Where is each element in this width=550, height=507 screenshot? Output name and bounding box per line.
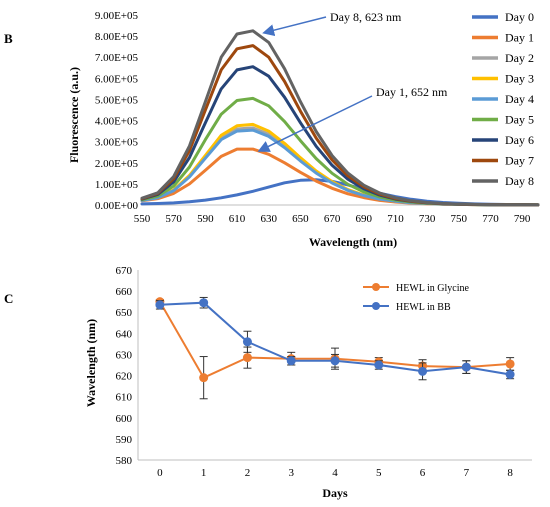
- annotation-arrow: [262, 16, 327, 37]
- panel-b-x-tick-label: 630: [260, 213, 277, 225]
- annotation-label: Day 1, 652 nm: [376, 85, 448, 99]
- legend-marker: [372, 302, 380, 310]
- data-point-hewl-in-glycine: [505, 359, 515, 369]
- panel-b-x-tick-label: 730: [419, 213, 436, 225]
- data-point-hewl-in-bb: [330, 356, 340, 366]
- panel-b-x-tick-label: 670: [324, 213, 341, 225]
- panel-b-x-tick-label: 750: [451, 213, 468, 225]
- panel-b-y-tick-label: 0.00E+00: [95, 200, 139, 212]
- legend-label: HEWL in BB: [396, 302, 451, 313]
- panel-b-x-tick-label: 610: [229, 213, 246, 225]
- data-point-hewl-in-bb: [242, 337, 252, 347]
- panel-c-x-tick-label: 0: [157, 467, 163, 479]
- data-point-hewl-in-bb: [286, 356, 296, 366]
- legend-label: Day 8: [505, 174, 534, 188]
- panel-b-y-tick-label: 7.00E+05: [95, 52, 139, 64]
- panel-b-y-tick-label: 2.00E+05: [95, 158, 139, 170]
- legend-label: HEWL in Glycine: [396, 283, 470, 294]
- panel-c-y-tick-label: 630: [116, 349, 133, 361]
- panel-b-x-tick-label: 550: [134, 213, 151, 225]
- data-point-hewl-in-glycine: [242, 353, 252, 363]
- panel-c-y-tick-label: 640: [116, 328, 133, 340]
- legend-label: Day 3: [505, 72, 534, 86]
- panel-c-x-tick-label: 5: [376, 467, 382, 479]
- panel-b-x-tick-label: 790: [514, 213, 531, 225]
- panel-c-x-tick-label: 2: [245, 467, 251, 479]
- panel-c-x-tick-label: 6: [420, 467, 426, 479]
- panel-c-letter: C: [4, 291, 13, 306]
- panel-b-x-tick-label: 570: [165, 213, 182, 225]
- panel-b-x-tick-label: 690: [356, 213, 373, 225]
- data-point-hewl-in-glycine: [199, 373, 209, 383]
- panel-c-x-tick-label: 8: [507, 467, 513, 479]
- panel-b-y-tick-label: 8.00E+05: [95, 31, 139, 43]
- data-point-hewl-in-bb: [199, 298, 209, 308]
- panel-b-legend: Day 0 Day 1 Day 2 Day 3 Day 4 Day 5 Day 6 Day 7…: [472, 10, 534, 188]
- panel-c-y-tick-label: 600: [116, 413, 133, 425]
- panel-b-y-tick-label: 6.00E+05: [95, 73, 139, 85]
- panel-b-y-tick-label: 4.00E+05: [95, 116, 139, 128]
- legend-label: Day 6: [505, 133, 534, 147]
- panel-b-x-tick-label: 770: [482, 213, 499, 225]
- panel-c-y-tick-label: 620: [116, 371, 133, 383]
- panel-b-y-tick-label: 1.00E+05: [95, 179, 139, 191]
- panel-c-x-tick-label: 4: [332, 467, 338, 479]
- panel-c-y-axis-title: Wavelength (nm): [84, 319, 98, 407]
- legend-label: Day 5: [505, 113, 534, 127]
- legend-label: Day 0: [505, 10, 534, 24]
- panel-b-y-tick-labels: 0.00E+00 1.00E+05 2.00E+05 3.00E+05 4.00E+05…: [95, 10, 139, 212]
- panel-c-x-tick-labels: 0 1 2 3 4 5 6 7 8: [157, 467, 513, 479]
- data-point-hewl-in-bb: [374, 360, 384, 370]
- data-point-hewl-in-bb: [505, 370, 515, 379]
- series-line-day-8: [140, 29, 540, 207]
- panel-b-x-axis-title: Wavelength (nm): [309, 235, 397, 249]
- panel-c-x-axis-title: Days: [322, 486, 348, 500]
- panel-b-y-axis-title: Fluorescence (a.u.): [67, 67, 81, 163]
- annotation-label: Day 8, 623 nm: [330, 10, 402, 24]
- legend-label: Day 4: [505, 92, 534, 106]
- panel-c-x-tick-label: 1: [201, 467, 207, 479]
- annotation-arrow: [257, 95, 373, 152]
- panel-b-x-tick-label: 710: [387, 213, 404, 225]
- legend-marker: [372, 283, 380, 291]
- panel-c-y-tick-label: 580: [116, 455, 133, 467]
- data-point-hewl-in-bb: [461, 362, 471, 372]
- panel-b-x-tick-labels: 550 570 590 610 630 650 670 690 710 730 750 770 790: [134, 213, 531, 225]
- panel-c-y-tick-label: 590: [116, 434, 133, 446]
- panel-b-annotations: Day 8, 623 nm Day 1, 652 nm: [257, 10, 448, 152]
- panel-b-y-tick-label: 9.00E+05: [95, 10, 139, 22]
- panel-c-y-tick-label: 610: [116, 392, 133, 404]
- data-point-hewl-in-bb: [418, 366, 428, 376]
- panel-b-y-tick-label: 5.00E+05: [95, 94, 139, 106]
- panel-c-x-tick-label: 7: [464, 467, 470, 479]
- legend-label: Day 7: [505, 154, 534, 168]
- panel-c-y-tick-label: 670: [116, 265, 133, 277]
- panel-c-y-tick-label: 650: [116, 307, 133, 319]
- legend-label: Day 1: [505, 31, 534, 45]
- panel-b-x-tick-label: 590: [197, 213, 214, 225]
- panel-c-y-tick-labels: 580 590 600 610 620 630 640 650 660 670: [116, 265, 133, 467]
- panel-b-x-tick-label: 650: [292, 213, 309, 225]
- panel-c-y-tick-label: 660: [116, 286, 133, 298]
- panel-b-series-lines: [140, 29, 540, 207]
- panel-c-legend: HEWL in Glycine HEWL in BB: [363, 283, 470, 313]
- data-point-hewl-in-bb: [155, 300, 165, 310]
- panel-b-y-tick-label: 3.00E+05: [95, 137, 139, 149]
- panel-b: B Fluorescence (a.u.) Wavelength (nm) 0.…: [4, 10, 540, 249]
- panel-b-letter: B: [4, 31, 13, 46]
- panel-c: C Wavelength (nm) Days 58059060061062063…: [4, 265, 532, 500]
- panel-c-x-tick-label: 3: [288, 467, 294, 479]
- legend-label: Day 2: [505, 51, 534, 65]
- panel-c-series: [155, 296, 515, 400]
